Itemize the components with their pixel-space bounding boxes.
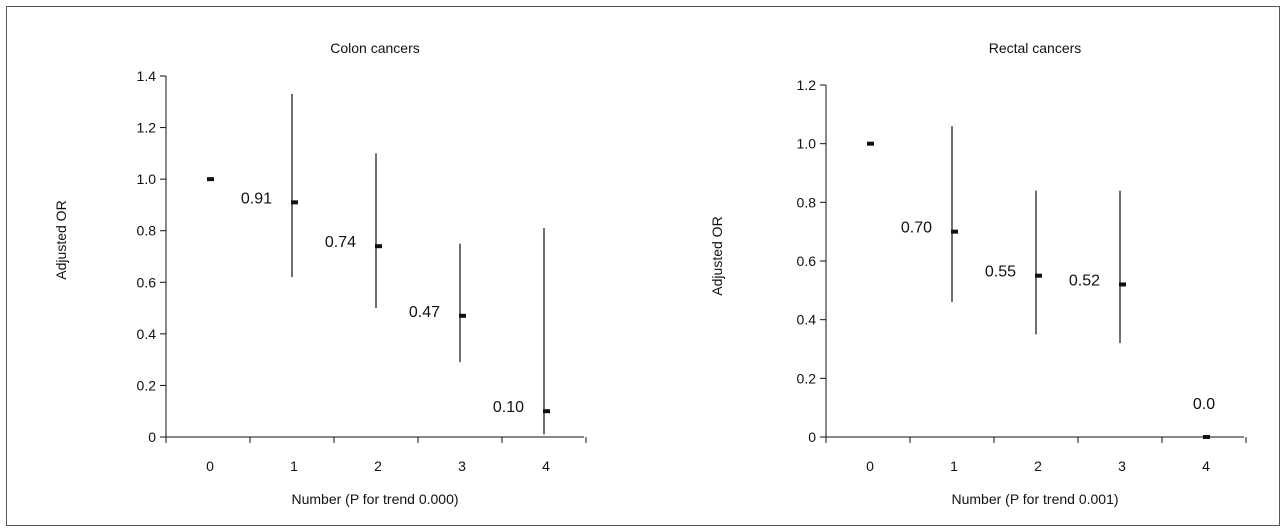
x-tick-label: 1 [950,458,958,474]
chart-title: Colon cancers [330,40,420,56]
y-tick-label: 0 [148,429,156,445]
y-tick-label: 1.4 [137,68,157,84]
x-tick-label: 2 [1034,458,1042,474]
y-tick-label: 0.4 [137,326,157,342]
or-value-label: 0.91 [241,190,272,207]
or-value-label: 0.55 [985,264,1016,281]
or-value-label: 0.74 [325,234,356,251]
chart-title: Rectal cancers [989,40,1082,56]
y-tick-label: 1.2 [797,77,817,93]
x-tick-label: 0 [206,458,214,474]
x-tick-label: 2 [374,458,382,474]
x-axis-label: Number (P for trend 0.000) [291,491,458,507]
rectal-cancers-panel: Rectal cancers Adjusted OR Number (P for… [709,40,1247,507]
x-tick-label: 3 [458,458,466,474]
y-tick-label: 0 [808,429,816,445]
y-tick-label: 1.0 [137,171,157,187]
or-value-label: 0.70 [901,220,932,237]
or-point-marker [459,313,466,318]
y-axis-label: Adjusted OR [709,216,725,295]
y-tick-label: 0.8 [797,194,817,210]
x-tick-label: 3 [1118,458,1126,474]
or-value-label: 0.52 [1069,272,1100,289]
y-tick-label: 0.8 [137,223,157,239]
y-tick-label: 0.2 [137,377,157,393]
y-axis-label: Adjusted OR [53,200,69,279]
or-point-marker [543,409,550,414]
or-point-marker [291,200,298,205]
x-axis-label: Number (P for trend 0.001) [951,491,1118,507]
or-point-marker [1203,435,1210,439]
or-value-label: 0.47 [409,304,440,321]
or-point-marker [207,177,214,182]
y-tick-label: 0.2 [797,370,817,386]
x-tick-label: 4 [542,458,550,474]
or-point-marker [867,141,874,146]
colon-cancers-panel: Colon cancers Adjusted OR Number (P for … [53,40,587,507]
y-tick-label: 0.6 [797,253,817,269]
or-value-label: 0.0 [1193,396,1215,413]
x-tick-label: 1 [290,458,298,474]
or-point-marker [375,244,382,249]
y-tick-label: 1.2 [137,120,157,136]
figure-frame [6,6,1280,526]
y-tick-label: 0.6 [137,274,157,290]
or-point-marker [1035,273,1042,278]
or-value-label: 0.10 [493,399,524,416]
or-point-marker [951,229,958,234]
y-tick-label: 0.4 [797,312,817,328]
x-tick-label: 4 [1202,458,1210,474]
x-tick-label: 0 [866,458,874,474]
or-point-marker [1119,282,1126,287]
y-tick-label: 1.0 [797,136,817,152]
